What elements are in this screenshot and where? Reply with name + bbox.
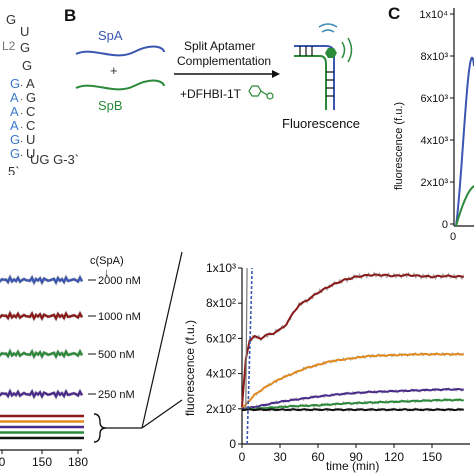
gel-xtick-label-2: 180 xyxy=(68,455,88,469)
chart-ticks: 0 2x10² 4x10² 6x10² 8x10² 1x10³ 0 30 60 90 120 150 xyxy=(206,261,442,464)
chart-axes xyxy=(241,268,470,445)
panel-c-letter: C xyxy=(388,4,401,23)
structure-5-end: 5` xyxy=(8,164,20,175)
arrow-label-line2: Complementation xyxy=(177,54,271,68)
panel-c-ytick-label-5: 0 xyxy=(442,219,448,231)
panel-c-xtick-0: 0 xyxy=(450,231,456,242)
chart-xtick-label-5: 150 xyxy=(422,450,442,464)
gel-bottom-lanes xyxy=(0,414,84,440)
left-base-5: G xyxy=(10,146,20,161)
left-base-2: A xyxy=(10,104,19,119)
fluorescence-time-chart: fluorescence (f.u.) time (min) 0 2x10² 4x1… xyxy=(183,261,470,473)
structure-u: U xyxy=(20,24,29,39)
spa-label: SpA xyxy=(98,28,123,43)
left-base-0: G xyxy=(10,76,20,91)
left-base-4: G xyxy=(10,132,20,147)
structure-g2: G xyxy=(22,58,32,73)
structure-g1: G xyxy=(20,40,30,55)
gel-lanes: 2000 nM 1000 nM 500 nM 250 nM xyxy=(0,273,141,401)
gel-lane-label-2: 500 nM xyxy=(98,349,135,361)
chart-xtick-label-0: 0 xyxy=(239,450,246,464)
panel-b-letter: B xyxy=(64,6,77,25)
spb-label: SpB xyxy=(98,98,123,113)
spb-strand xyxy=(75,79,165,91)
pair-dot-1: · xyxy=(20,94,23,105)
right-base-4: U xyxy=(26,132,35,147)
aptamer-complex-icon xyxy=(294,23,353,110)
panel-c-ytick-label-2: 6x10³ xyxy=(420,93,448,105)
panel-c-curve-green xyxy=(455,185,474,227)
panel-c-ytick-label-0: 1x10⁴ xyxy=(419,9,448,21)
series-5-line xyxy=(246,267,253,445)
series-4-line xyxy=(242,408,464,412)
chart-xtick-label-1: 30 xyxy=(273,450,287,464)
right-base-3: C xyxy=(26,118,35,133)
chart-ytick-label-3: 6x10² xyxy=(206,331,236,345)
right-base-2: C xyxy=(26,104,35,119)
pair-dot-5: · xyxy=(20,150,23,161)
gel-lane-0 xyxy=(0,274,83,285)
chart-ytick-label-1: 2x10² xyxy=(206,402,236,416)
dfhbi-label: +DFHBI-1T xyxy=(180,87,242,101)
right-base-0: A xyxy=(26,76,35,91)
panel-c-chart: fluorescence (f.u.) 1x10⁴ 8x10³ 6x10³ 4x10³… xyxy=(393,8,474,242)
fluorescence-label: Fluorescence xyxy=(282,116,360,131)
panel-c-curve-blue xyxy=(455,56,474,227)
right-base-1: G xyxy=(26,90,36,105)
plus-sign: + xyxy=(110,63,118,78)
gel-lane-2 xyxy=(0,348,83,359)
chart-xtick-label-4: 120 xyxy=(384,450,404,464)
left-base-3: A xyxy=(10,118,19,133)
chart-ylabel: fluorescence (f.u.) xyxy=(183,320,197,416)
series-1-line xyxy=(241,352,464,410)
structure-3-end: UG G-3` xyxy=(30,152,79,167)
panel-c-ylabel: fluorescence (f.u.) xyxy=(393,102,405,190)
chart-ytick-label-5: 1x10³ xyxy=(206,261,236,275)
chart-xtick-label-2: 60 xyxy=(311,450,325,464)
gel-lane-3 xyxy=(0,388,83,399)
scheme-arrowhead xyxy=(272,70,280,78)
chart-ytick-label-2: 4x10² xyxy=(206,367,236,381)
panel-c-ytick-label-3: 4x10³ xyxy=(420,135,448,147)
gel-lane-label-3: 250 nM xyxy=(98,389,135,401)
panel-c-yticks: 1x10⁴ 8x10³ 6x10³ 4x10³ 2x10³ 0 xyxy=(419,9,454,231)
split-aptamer-scheme: SpA + SpB Split Aptamer Complementation … xyxy=(75,23,360,131)
chart-xlabel: time (min) xyxy=(326,459,379,473)
gel-header-arrow: ↓ xyxy=(104,267,110,279)
chart-series xyxy=(241,267,465,445)
panel-c-ytick-label-4: 2x10³ xyxy=(420,177,448,189)
gel-xticks: 0 150 180 xyxy=(0,450,88,469)
chart-ytick-label-4: 8x10² xyxy=(206,296,236,310)
gel-header: c(SpA) xyxy=(90,255,124,267)
right-base-5: U xyxy=(26,146,35,161)
structure-top-g: G xyxy=(6,12,16,27)
spa-strand xyxy=(75,45,165,57)
series-early-gray xyxy=(245,267,248,409)
left-base-1: A xyxy=(10,90,19,105)
pair-dot-3: · xyxy=(20,122,23,133)
chart-ytick-label-0: 0 xyxy=(229,437,236,451)
pair-dot-2: · xyxy=(20,108,23,119)
gel-xtick-label-1: 150 xyxy=(32,455,52,469)
series-0-line xyxy=(241,273,465,408)
gel-traces: c(SpA) ↓ 2000 nM 1000 nM 500 nM 250 nM 0 150… xyxy=(0,255,141,469)
series-0-replicate xyxy=(241,271,465,408)
gel-lane-1 xyxy=(0,310,83,321)
chart-xtick-label-3: 90 xyxy=(349,450,363,464)
panel-c-ytick-label-1: 8x10³ xyxy=(420,51,448,63)
series-2-line xyxy=(241,387,464,410)
dfhbi-icon xyxy=(248,85,274,100)
structure-left-strand: G ·A ·A ·A ·G ·G · xyxy=(10,76,23,161)
gel-lane-label-1: 1000 nM xyxy=(98,311,141,323)
structure-loop: L2 xyxy=(2,39,16,53)
pair-dot-0: · xyxy=(20,80,23,91)
arrow-label-line1: Split Aptamer xyxy=(184,39,255,53)
gel-xtick-label-0: 0 xyxy=(0,455,6,469)
gel-lane-label-0: 2000 nM xyxy=(98,275,141,287)
pair-dot-4: · xyxy=(20,136,23,147)
